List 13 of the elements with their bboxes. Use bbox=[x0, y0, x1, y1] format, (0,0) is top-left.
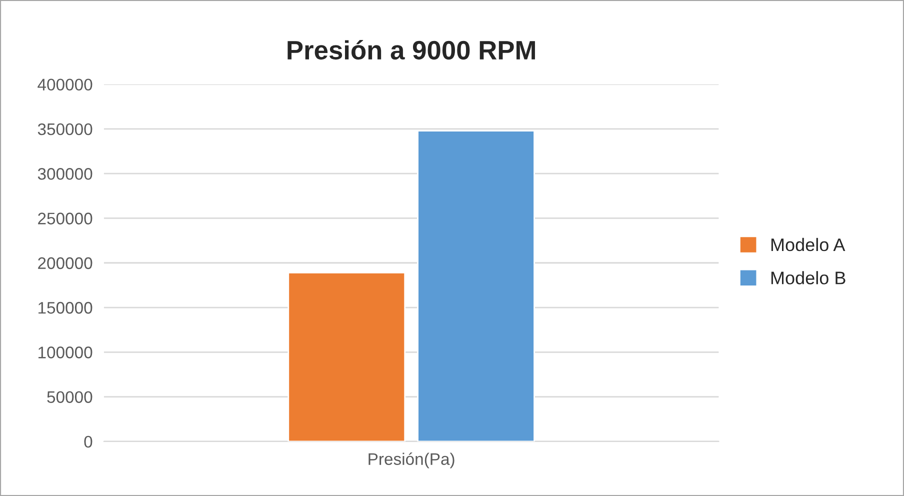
y-tick-label: 350000 bbox=[38, 123, 92, 136]
chart-title: Presión a 9000 RPM bbox=[288, 40, 535, 60]
y-tick-label: 200000 bbox=[38, 257, 92, 270]
legend-label: Modelo B bbox=[771, 271, 846, 284]
legend-label: Modelo A bbox=[771, 238, 846, 252]
y-tick-label: 300000 bbox=[38, 168, 92, 180]
y-tick-label: 250000 bbox=[38, 212, 92, 224]
y-tick-label: 100000 bbox=[38, 346, 92, 358]
y-tick-label: 0 bbox=[84, 436, 92, 448]
y-tick-label: 50000 bbox=[47, 391, 92, 404]
y-tick-label: 150000 bbox=[38, 302, 92, 314]
y-tick-label: 400000 bbox=[38, 78, 92, 91]
x-tick-label: Presión(Pa) bbox=[368, 452, 454, 468]
